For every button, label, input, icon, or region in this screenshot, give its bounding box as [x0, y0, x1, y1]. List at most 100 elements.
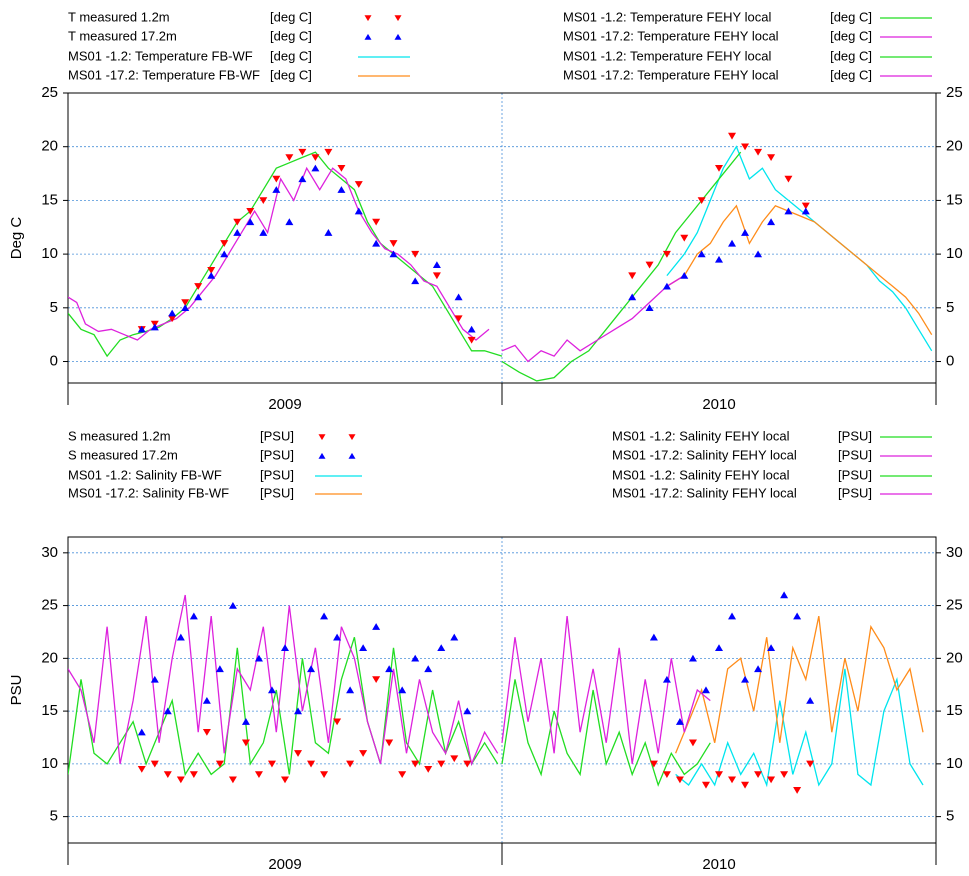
- y-tick-label: 20: [946, 649, 963, 666]
- legend-label: MS01 -17.2: Temperature FB-WF: [68, 67, 260, 82]
- data-point: [137, 325, 146, 333]
- legend-unit: [deg C]: [270, 9, 312, 24]
- data-point: [793, 612, 802, 620]
- y-tick-label: 15: [946, 702, 963, 719]
- y-tick-label: 10: [946, 245, 963, 262]
- data-point: [137, 765, 146, 773]
- data-point: [454, 293, 463, 301]
- data-point: [176, 633, 185, 641]
- data-point: [754, 148, 763, 156]
- data-point: [267, 760, 276, 768]
- legend-unit: [PSU]: [838, 485, 872, 500]
- data-point: [697, 250, 706, 258]
- data-point: [463, 760, 472, 768]
- series-line: [68, 594, 499, 767]
- data-point: [359, 644, 368, 651]
- panel: 5 5 10 10 15 15 20 20 25 25 30 30 2009 2010 PSU S measu…: [8, 428, 963, 873]
- data-point: [467, 325, 476, 333]
- data-point: [424, 665, 433, 673]
- data-point: [168, 315, 177, 323]
- data-point: [272, 175, 281, 183]
- data-point: [385, 665, 394, 673]
- data-point: [645, 261, 654, 269]
- data-point: [697, 197, 706, 205]
- y-tick-label: 5: [946, 299, 954, 316]
- data-point: [202, 696, 211, 704]
- legend-unit: [deg C]: [830, 28, 872, 43]
- y-tick-label: 0: [50, 352, 58, 369]
- data-point: [163, 771, 172, 779]
- data-point: [793, 787, 802, 794]
- y-tick-label: 5: [50, 299, 58, 316]
- plot-frame: [67, 536, 937, 844]
- legend-label: MS01 -17.2: Salinity FEHY local: [612, 485, 797, 500]
- legend-label: MS01 -17.2: Salinity FB-WF: [68, 485, 229, 500]
- data-point: [741, 781, 750, 789]
- legend-unit: [PSU]: [838, 447, 872, 462]
- legend-label: MS01 -1.2: Salinity FB-WF: [68, 467, 222, 482]
- legend-label: S measured 17.2m: [68, 447, 178, 462]
- y-tick-label: 25: [41, 84, 58, 101]
- y-tick-label: 25: [41, 597, 58, 614]
- data-point: [715, 255, 723, 263]
- y-tick-label: 20: [41, 138, 58, 155]
- y-tick-label: 10: [41, 755, 58, 772]
- data-point: [628, 272, 637, 280]
- data-point: [801, 207, 810, 215]
- data-point: [285, 218, 294, 226]
- data-point: [728, 132, 737, 140]
- series-line: [501, 275, 685, 363]
- data-point: [311, 154, 320, 162]
- legend-marker: [364, 33, 372, 40]
- y-tick-label: 15: [946, 191, 963, 208]
- data-point: [806, 696, 815, 704]
- data-point: [432, 261, 441, 269]
- data-point: [784, 207, 793, 215]
- data-point: [741, 143, 750, 151]
- data-point: [372, 676, 381, 684]
- data-point: [150, 675, 159, 683]
- legend-label: MS01 -17.2: Temperature FEHY local: [563, 67, 779, 82]
- series-line: [501, 151, 742, 382]
- y-axis-label: Deg C: [8, 217, 25, 260]
- data-point: [281, 644, 289, 651]
- data-point: [806, 760, 815, 768]
- legend-unit: [PSU]: [838, 428, 872, 443]
- y-axis-label: PSU: [8, 675, 25, 706]
- data-point: [784, 175, 793, 183]
- legend-unit: [PSU]: [838, 467, 872, 482]
- legend-unit: [PSU]: [260, 447, 294, 462]
- data-point: [411, 277, 420, 285]
- legend-unit: [deg C]: [270, 28, 312, 43]
- y-tick-label: 10: [946, 755, 963, 772]
- data-point: [432, 272, 441, 280]
- data-point: [680, 271, 689, 279]
- data-point: [163, 707, 172, 715]
- data-point: [728, 776, 737, 784]
- data-point: [662, 282, 671, 290]
- data-point: [801, 202, 810, 210]
- data-point: [311, 164, 320, 172]
- data-point: [241, 739, 250, 747]
- data-point: [372, 239, 381, 247]
- data-point: [333, 718, 342, 726]
- data-point: [701, 781, 710, 789]
- legend-label: T measured 1.2m: [68, 9, 170, 24]
- data-point: [715, 164, 723, 172]
- data-point: [259, 229, 268, 236]
- data-point: [233, 229, 242, 236]
- legend-unit: [deg C]: [830, 67, 872, 82]
- data-point: [628, 293, 637, 301]
- data-point: [767, 154, 776, 162]
- series-line: [674, 615, 924, 754]
- y-tick-label: 20: [946, 138, 963, 155]
- data-point: [728, 612, 737, 620]
- data-point: [767, 644, 776, 651]
- x-tick-label: 2010: [702, 396, 735, 413]
- data-point: [437, 760, 446, 768]
- data-point: [324, 148, 333, 156]
- series-line: [68, 166, 490, 341]
- data-point: [207, 267, 216, 274]
- y-tick-label: 10: [41, 245, 58, 262]
- data-point: [354, 181, 363, 188]
